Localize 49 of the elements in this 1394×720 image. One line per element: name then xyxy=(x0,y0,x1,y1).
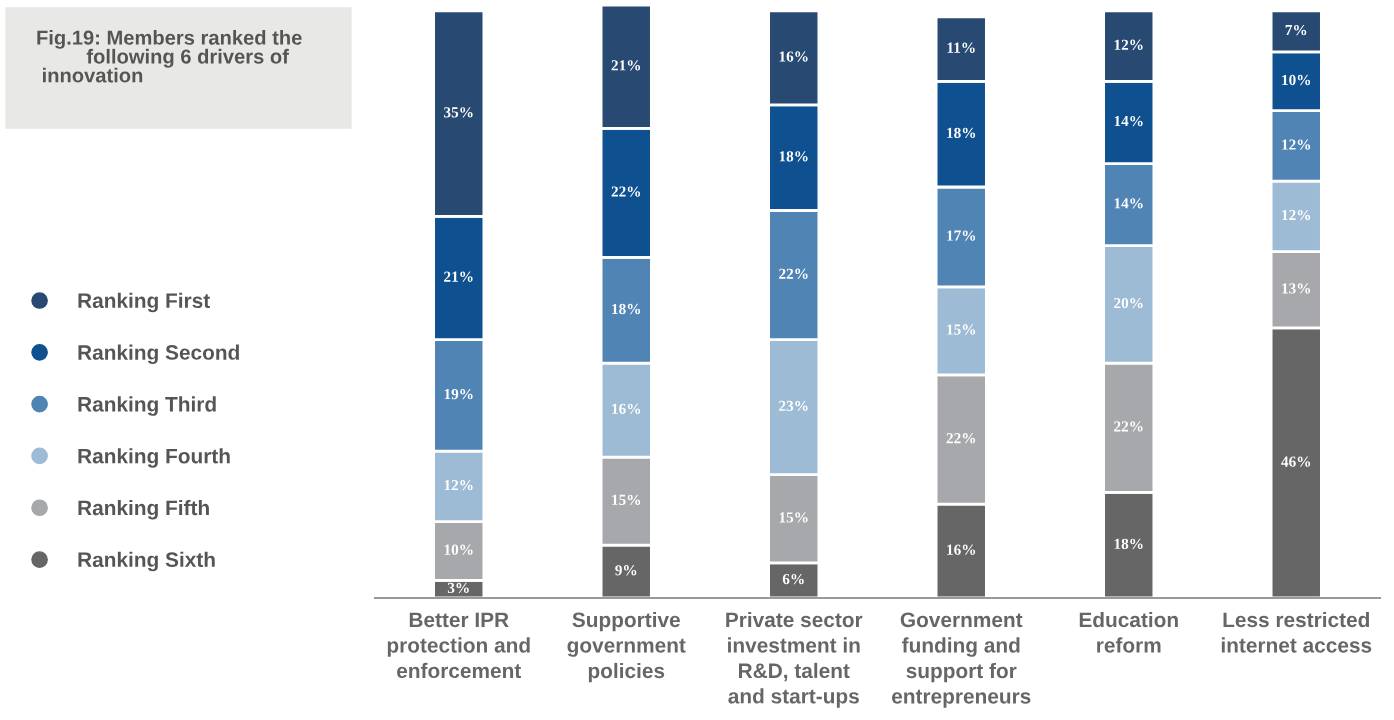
data-label: 35% xyxy=(444,107,473,118)
data-label: 22% xyxy=(779,268,808,279)
data-label: 18% xyxy=(612,303,641,315)
data-label: 11% xyxy=(947,42,975,53)
x-tick-label: Less restricted internet access xyxy=(1221,611,1372,653)
x-tick-label: Government funding and support for entrepreneurs xyxy=(892,612,1031,708)
legend-label: Ranking Fifth xyxy=(78,499,209,520)
data-label: 22% xyxy=(946,432,976,444)
data-label: 22% xyxy=(611,186,641,197)
data-label: 12% xyxy=(1114,39,1143,50)
legend-label: Ranking Second xyxy=(78,344,239,365)
data-label: 18% xyxy=(947,127,976,139)
data-label: 9% xyxy=(615,565,637,576)
data-label: 23% xyxy=(779,400,808,412)
data-label: 14% xyxy=(1114,198,1143,209)
data-label: 12% xyxy=(444,479,473,491)
data-label: 3% xyxy=(447,582,469,594)
data-label: 13% xyxy=(1282,283,1311,294)
x-tick-label: Better IPR protection and enforcement xyxy=(387,612,530,679)
data-label: 21% xyxy=(444,271,473,282)
data-label: 16% xyxy=(612,403,641,414)
x-tick-label: Private sector investment in R&D, talent and start-ups xyxy=(726,611,863,708)
legend-label: Ranking Third xyxy=(78,396,216,416)
legend-label: Ranking First xyxy=(78,292,210,313)
data-label: 6% xyxy=(782,573,804,585)
data-label: 16% xyxy=(947,544,976,555)
data-label: 46% xyxy=(1281,456,1311,467)
data-label: 19% xyxy=(444,388,473,400)
data-label: 10% xyxy=(444,544,473,555)
x-tick-label: Education reform xyxy=(1079,611,1178,653)
data-label: 15% xyxy=(612,494,641,505)
data-label: 20% xyxy=(1114,297,1143,309)
data-label: 12% xyxy=(1282,139,1311,150)
data-label: 18% xyxy=(1114,538,1143,550)
data-label: 22% xyxy=(1114,421,1143,432)
data-label: 21% xyxy=(611,60,641,71)
data-label: 14% xyxy=(1114,115,1143,127)
data-label: 17% xyxy=(947,230,976,241)
data-label: 7% xyxy=(1285,24,1307,36)
legend-label: Ranking Fourth xyxy=(78,448,230,468)
legend-label: Ranking Sixth xyxy=(78,551,215,572)
data-label: 12% xyxy=(1282,209,1311,221)
x-tick-label: Supportive government policies xyxy=(567,611,686,683)
data-label: 10% xyxy=(1282,74,1311,86)
text: Fig.19: Members ranked the following 6 drivers of innovation xyxy=(37,30,302,83)
data-label: 16% xyxy=(779,51,808,62)
data-label: 18% xyxy=(779,151,808,162)
data-label: 15% xyxy=(947,324,976,335)
data-label: 15% xyxy=(779,512,808,523)
